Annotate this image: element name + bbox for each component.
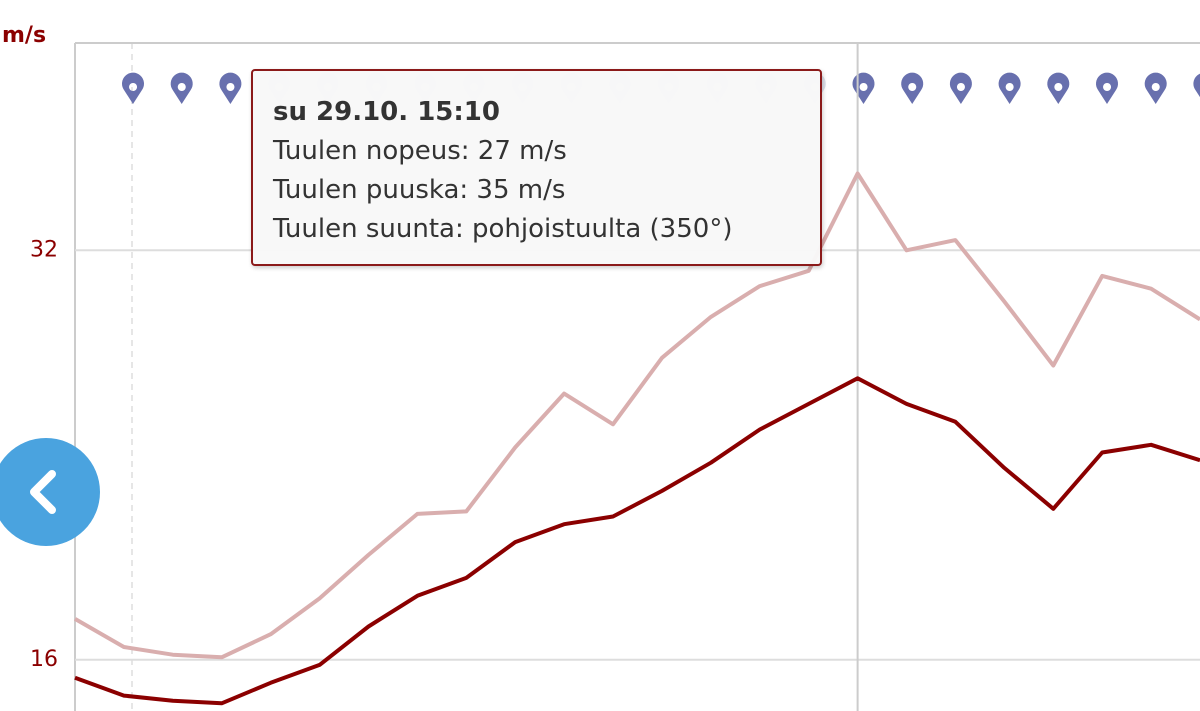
wind-icon [998,72,1021,104]
y-axis-label: m/s [2,23,46,48]
tooltip: su 29.10. 15:10 Tuulen nopeus: 27 m/s Tu… [251,69,822,266]
wind-icon [1047,72,1070,104]
y-tick-label: 32 [30,237,58,262]
back-button[interactable] [0,438,100,546]
series-line [74,376,1200,706]
tooltip-title: su 29.10. 15:10 [273,97,500,127]
wind-icon [1144,72,1167,104]
back-icon [30,470,56,514]
wind-icon [170,72,193,104]
wind-icon [219,72,242,104]
tooltip-line: Tuulen nopeus: 27 m/s [273,136,567,166]
series-line [74,171,1200,660]
wind-icon [901,72,924,104]
tooltip-line: Tuulen suunta: pohjoistuulta (350°) [273,214,733,244]
wind-icon [1193,73,1200,98]
wind-icon [122,72,144,104]
wind-icon [852,72,875,104]
tooltip-line: Tuulen puuska: 35 m/s [273,175,566,205]
y-tick-label: 16 [30,647,58,672]
wind-icon [1096,72,1118,104]
wind-icon [949,72,972,104]
